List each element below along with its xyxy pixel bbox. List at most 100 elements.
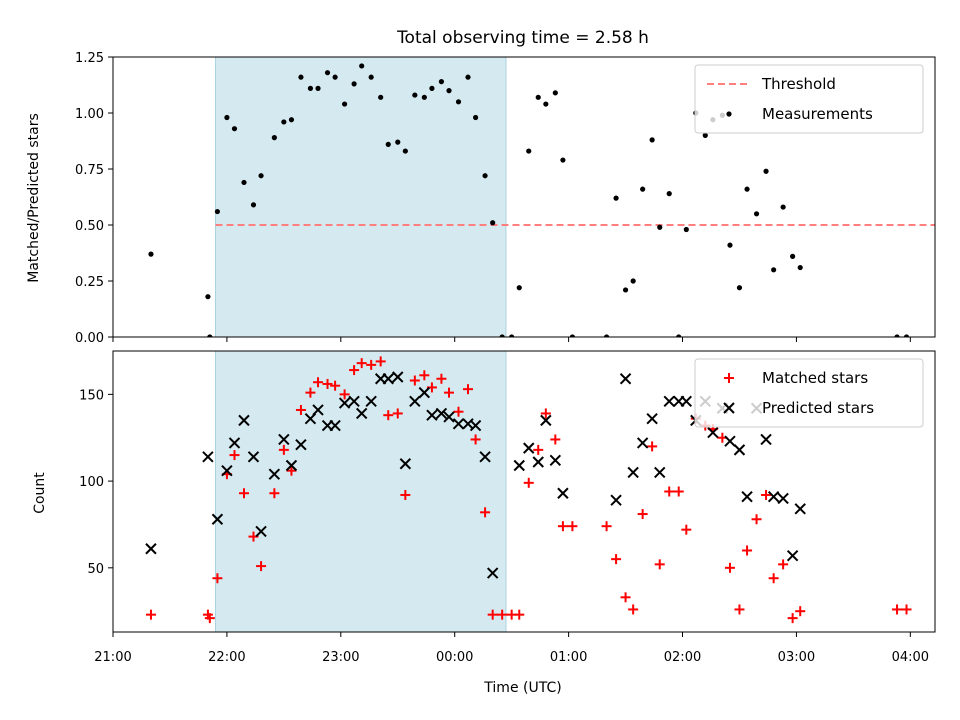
measurement-point [258,173,264,179]
measurement-point [535,94,541,100]
measurement-point [603,334,610,337]
matched-star-point [567,521,578,532]
matched-star-point [892,604,903,615]
x-tick-label: 04:00 [892,650,929,665]
x-b [627,466,639,479]
measurement-point [378,94,384,100]
matched-star-point [269,488,280,499]
x-b [202,451,214,463]
predicted-star-point [392,371,404,383]
measurement-point [666,191,672,197]
x-b [479,451,491,463]
measurement-point [288,117,295,123]
matched-star-point [550,434,561,445]
measurement-point [622,287,629,293]
x-b [285,459,298,472]
measurement-point [780,204,786,210]
bottom-panel: 50 100 150 21:00 22:00 23:00 00:00 01:00 02:00 03… [79,350,936,665]
matched-star-point [654,559,665,570]
measurement-point [472,114,479,121]
matched-star-point [419,370,430,381]
x-b [399,458,412,470]
y-tick-label: 50 [87,562,104,577]
predicted-star-point [724,435,736,447]
predicted-star-point [767,490,780,503]
x-b [247,451,260,463]
predicted-star-point [680,395,693,408]
x-b [767,490,780,503]
legend-box [694,358,924,428]
measurement-point [368,74,374,80]
measurement-point [271,135,277,141]
x-b [610,494,622,506]
x-b [486,567,499,579]
predicted-star-point [646,412,658,425]
predicted-star-point [786,549,799,562]
y-tick-label: 1.25 [75,51,104,66]
predicted-star-point [707,426,719,439]
predicted-star-point [278,433,290,446]
predicted-star-point [443,411,455,423]
matched-star-point [278,444,289,455]
x-b [348,395,360,408]
y-tick-label: 0.75 [75,163,104,178]
x-b [707,426,719,439]
matched-star-point [681,524,692,535]
matched-star-point [787,613,798,624]
measurement-point [395,139,401,145]
measurement-point [797,264,803,271]
matched-star-point [901,604,912,615]
legend-label: Predicted stars [762,399,874,417]
x-b [663,395,675,408]
predicted-star-point [760,433,772,446]
x-tick-label: 02:00 [664,650,701,665]
predicted-star-point [627,466,639,479]
measurement-point [250,202,257,208]
matched-star-point [647,441,658,452]
predicted-star-point [382,373,394,385]
matched-star-point [514,609,525,620]
x-b [636,437,649,449]
matched-star-point [204,613,215,624]
measurement-point [702,132,708,138]
measurement-point [790,253,796,259]
matched-star-point [768,573,779,584]
x-b [760,433,772,446]
measurement-point [446,88,452,94]
observing-window-span [215,351,506,632]
measurement-point [763,168,769,174]
matched-star-point [375,356,386,367]
x-b [619,373,632,385]
predicted-star-point [409,395,421,408]
matched-star-point [295,404,306,415]
measurement-point [315,85,321,91]
measurement-point [241,179,247,186]
measurement-point [727,242,733,248]
predicted-star-point [365,395,377,408]
matched-star-point [742,545,753,556]
x-b [312,404,324,416]
x-b [557,487,569,499]
x-b [392,371,404,383]
x-axis-label: Time (UTC) [483,680,561,696]
predicted-star-point [469,419,482,432]
measurement-point [385,141,391,147]
y-tick-label: 1.00 [75,107,104,122]
matched-star-point [523,477,534,488]
matched-star-point [356,358,367,369]
matched-star-point [462,384,473,395]
predicted-star-point [268,468,281,480]
chart-title: Total observing time = 2.58 h [396,28,649,48]
legend-label: Threshold [761,75,836,93]
legend-predicted-swatch [723,402,735,414]
matched-star-point [620,592,631,603]
measurement-point [771,267,777,273]
predicted-star-point [399,458,412,470]
matched-star-point [383,410,394,421]
measurement-point [552,90,558,96]
matched-star-point [339,389,350,400]
y-tick-label: 150 [79,388,104,403]
x-b [255,525,267,538]
predicted-star-point [532,456,544,468]
x-b [329,419,341,432]
